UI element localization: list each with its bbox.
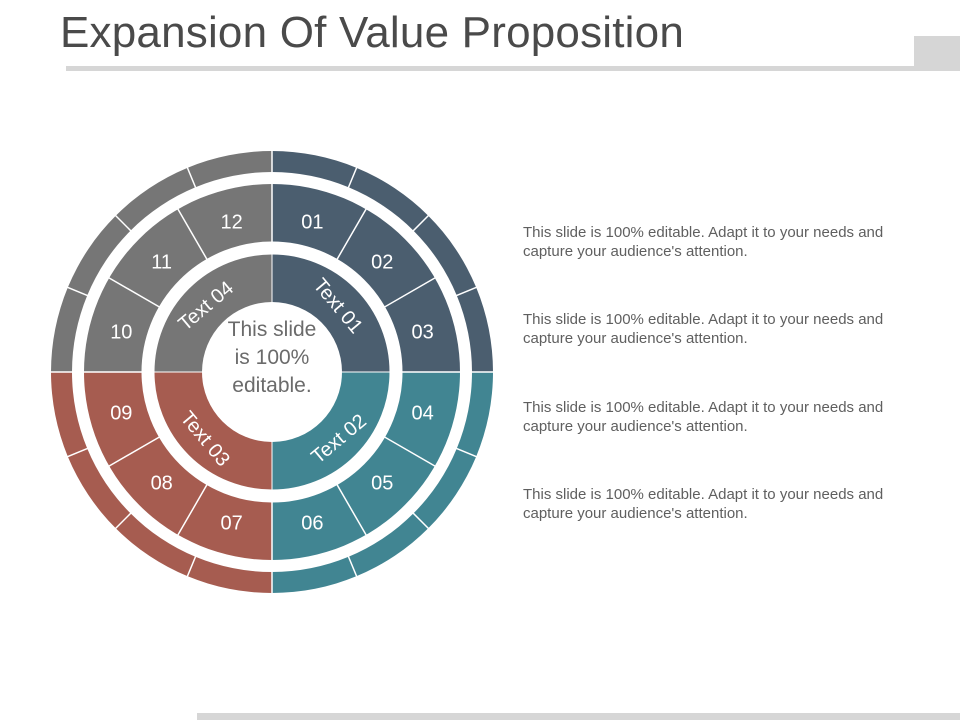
outer-ring-divider (186, 166, 197, 189)
outer-ring-divider (186, 555, 197, 578)
number-ring-4 (84, 184, 272, 372)
center-text-line-2: is 100% (235, 346, 310, 369)
center-text-line-3: editable. (232, 374, 311, 397)
segment-number-04: 04 (412, 402, 434, 424)
segment-number-07: 07 (220, 513, 242, 535)
segment-number-10: 10 (110, 322, 132, 344)
title-underline (66, 66, 960, 71)
outer-ring-divider (455, 447, 478, 458)
outer-ring-divider (455, 286, 478, 297)
outer-ring-divider (347, 555, 358, 578)
number-ring-divider (107, 276, 165, 311)
segment-number-09: 09 (110, 402, 132, 424)
outer-ring-divider (412, 214, 430, 232)
outer-ring-divider (66, 286, 89, 297)
segment-number-08: 08 (151, 472, 173, 494)
number-ring-divider (333, 479, 368, 537)
footer-rule (197, 713, 960, 720)
number-ring-3 (84, 372, 272, 560)
slide-title: Expansion Of Value Proposition (60, 8, 684, 57)
outer-ring-divider (347, 166, 358, 189)
segment-number-03: 03 (412, 322, 434, 344)
segment-number-06: 06 (301, 513, 323, 535)
segment-number-05: 05 (371, 472, 393, 494)
description-3: This slide is 100% editable. Adapt it to… (523, 399, 884, 435)
description-1: This slide is 100% editable. Adapt it to… (523, 224, 884, 260)
text-ring-3 (148, 372, 272, 496)
outer-ring-divider (412, 512, 430, 530)
outer-ring-divider (66, 447, 89, 458)
outer-ring-divider (114, 512, 132, 530)
center-text-line-1: This slide (228, 318, 317, 341)
outer-ring-4 (51, 151, 272, 372)
outer-ring-3 (51, 372, 272, 593)
segment-number-12: 12 (220, 211, 242, 233)
number-ring-divider (176, 207, 211, 265)
number-ring-divider (379, 433, 437, 468)
outer-ring-1 (272, 151, 493, 372)
segment-number-01: 01 (301, 211, 323, 233)
corner-decoration (914, 36, 960, 70)
number-ring-divider (379, 276, 437, 311)
outer-ring-2 (272, 372, 493, 593)
description-4: This slide is 100% editable. Adapt it to… (523, 486, 884, 522)
segment-number-02: 02 (371, 252, 393, 274)
center-circle (202, 302, 342, 442)
number-ring-divider (333, 207, 368, 265)
number-ring-divider (107, 433, 165, 468)
number-ring-1 (272, 184, 460, 372)
text-ring-1 (272, 248, 396, 372)
number-ring-2 (272, 372, 460, 560)
description-2: This slide is 100% editable. Adapt it to… (523, 311, 884, 347)
segment-number-11: 11 (151, 252, 172, 274)
text-ring-4 (148, 248, 272, 372)
outer-ring-divider (114, 214, 132, 232)
text-ring-2 (272, 372, 396, 496)
number-ring-divider (176, 479, 211, 537)
